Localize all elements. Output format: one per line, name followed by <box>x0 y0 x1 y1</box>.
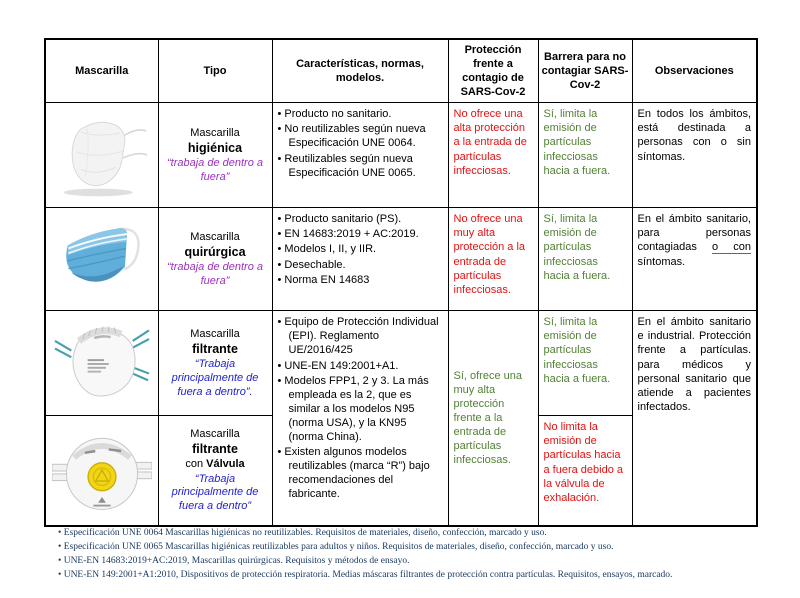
filtrante-mask-image <box>54 326 150 397</box>
bullet-item: Desechable. <box>278 258 443 272</box>
col-header-mascarilla: Mascarilla <box>44 38 159 104</box>
tipo-filtrante: Mascarilla filtrante “Trabaja principalm… <box>157 310 273 417</box>
observaciones-higienica: En todos los ámbitos, está destinada a p… <box>631 102 758 209</box>
caracteristicas-quirurgica: Producto sanitario (PS). EN 14683:2019 +… <box>271 207 449 312</box>
bullet-item: EN 14683:2019 + AC:2019. <box>278 227 443 241</box>
caracteristicas-filtrante: Equipo de Protección Individual (EPI). R… <box>271 310 449 527</box>
obs-texto: síntomas. <box>637 255 686 268</box>
tipo-nombre: higiénica <box>187 141 243 156</box>
filtrante-image-cell <box>44 310 159 417</box>
valvula-mask-image <box>51 437 152 510</box>
row-higienica: Mascarilla higiénica “trabaja de dentro … <box>44 102 758 209</box>
col-header-proteccion: Protección frente a contagio de SARS-Cov… <box>447 38 539 104</box>
proteccion-filtrante: Sí, ofrece una muy alta protección frent… <box>447 310 539 527</box>
bullet-item: Producto sanitario (PS). <box>278 212 443 226</box>
observaciones-quirurgica: En el ámbito sanitario, para personas co… <box>631 207 758 312</box>
row-quirurgica: Mascarilla quirúrgica “trabaja de dentro… <box>44 207 758 312</box>
footnote: Especificación UNE 0065 Mascarillas higi… <box>58 541 760 554</box>
quirurgica-mask-image <box>66 227 140 283</box>
obs-texto: En el ámbito sanitario, para personas co… <box>637 213 752 254</box>
bullet-item: Equipo de Protección Individual (EPI). R… <box>278 315 443 357</box>
bullet-item: Modelos FPP1, 2 y 3. La más empleada es … <box>278 374 443 444</box>
valvula-image-cell <box>44 415 159 527</box>
caracteristicas-higienica: Producto no sanitario. No reutilizables … <box>271 102 449 209</box>
bullet-item: Reutilizables según nueva Especificación… <box>278 152 443 180</box>
barrera-higienica: Sí, limita la emisión de partículas infe… <box>537 102 633 209</box>
barrera-quirurgica: Sí, limita la emisión de partículas infe… <box>537 207 633 312</box>
tipo-filtrante-valvula: Mascarilla filtrante con Válvula “Trabaj… <box>157 415 273 527</box>
tipo-prefix: Mascarilla <box>190 428 240 441</box>
mask-comparison-table: Mascarilla Tipo Características, normas,… <box>44 38 758 527</box>
barrera-valvula: No limita la emisión de partículas hacia… <box>537 415 633 527</box>
proteccion-higienica: No ofrece una alta protección a la entra… <box>447 102 539 209</box>
tipo-prefix: Mascarilla <box>190 127 240 140</box>
tipo-prefix: Mascarilla <box>190 231 240 244</box>
higienica-image-cell <box>44 102 159 209</box>
tipo-lema: “Trabaja principalmente de fuera a dentr… <box>171 472 259 513</box>
tipo-nombre: quirúrgica <box>184 245 246 260</box>
col-header-caracteristicas: Características, normas, modelos. <box>271 38 449 104</box>
col-header-observaciones: Observaciones <box>631 38 758 104</box>
barrera-filtrante: Sí, limita la emisión de partículas infe… <box>537 310 633 417</box>
header-row: Mascarilla Tipo Características, normas,… <box>44 38 758 104</box>
tipo-nombre: filtrante <box>192 342 238 357</box>
tipo-prefix: Mascarilla <box>190 328 240 341</box>
quirurgica-image-cell <box>44 207 159 312</box>
tipo-quirurgica: Mascarilla quirúrgica “trabaja de dentro… <box>157 207 273 312</box>
footnote: UNE-EN 14683:2019+AC:2019, Mascarillas q… <box>58 555 760 568</box>
tipo-valvula-bold: Válvula <box>206 458 245 471</box>
bullet-item: Modelos I, II, y IIR. <box>278 242 443 256</box>
obs-texto-subrayado: o con <box>711 241 751 255</box>
bullet-item: Producto no sanitario. <box>278 107 443 121</box>
bullet-item: UNE-EN 149:2001+A1. <box>278 359 443 373</box>
col-header-tipo: Tipo <box>157 38 273 104</box>
tipo-nombre: filtrante <box>192 442 238 457</box>
footnotes-list: Especificación UNE 0064 Mascarillas higi… <box>58 527 760 583</box>
tipo-lema: “Trabaja principalmente de fuera a dentr… <box>171 358 259 398</box>
bullet-item: Existen algunos modelos reutilizables (m… <box>278 445 443 501</box>
row-filtrante-valvula: Mascarilla filtrante con Válvula “Trabaj… <box>44 415 757 527</box>
row-filtrante: Mascarilla filtrante “Trabaja principalm… <box>44 310 758 527</box>
proteccion-quirurgica: No ofrece una muy alta protección a la e… <box>447 207 539 312</box>
tipo-con-valvula: con Válvula <box>185 458 245 471</box>
tipo-lema: “trabaja de dentro a fuera” <box>166 261 263 287</box>
tipo-lema: “trabaja de dentro a fuera” <box>166 157 263 183</box>
higienica-mask-image <box>63 122 148 197</box>
bullet-item: Norma EN 14683 <box>278 273 443 287</box>
footnote: Especificación UNE 0064 Mascarillas higi… <box>58 527 760 540</box>
tipo-higienica: Mascarilla higiénica “trabaja de dentro … <box>157 102 273 209</box>
col-header-barrera: Barrera para no contagiar SARS-Cov-2 <box>537 38 633 104</box>
bullet-item: No reutilizables según nueva Especificac… <box>278 122 443 150</box>
observaciones-filtrante: En el ámbito sanitario e industrial. Pro… <box>631 310 758 527</box>
footnote: UNE-EN 149:2001+A1:2010, Dispositivos de… <box>58 569 760 582</box>
